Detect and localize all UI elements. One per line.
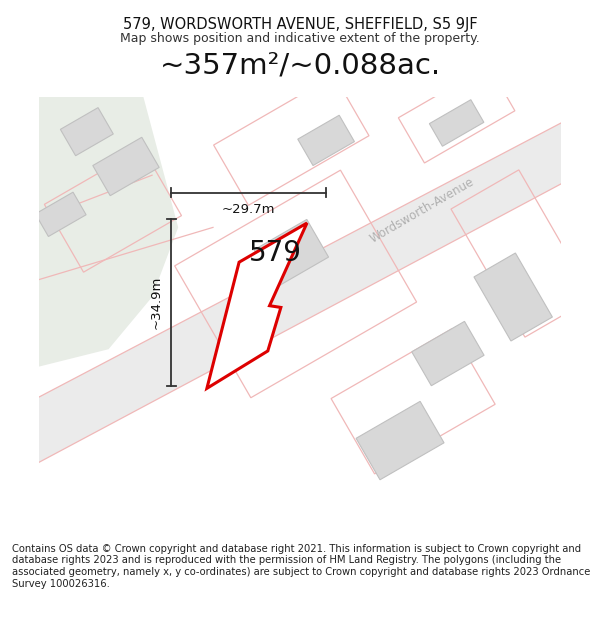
Text: ~34.9m: ~34.9m — [149, 276, 163, 329]
Polygon shape — [356, 401, 444, 480]
Polygon shape — [298, 115, 355, 166]
Text: 579: 579 — [249, 239, 302, 268]
Text: Wordsworth-Avenue: Wordsworth-Avenue — [367, 175, 476, 245]
Text: 579, WORDSWORTH AVENUE, SHEFFIELD, S5 9JF: 579, WORDSWORTH AVENUE, SHEFFIELD, S5 9J… — [122, 18, 478, 32]
Text: ~29.7m: ~29.7m — [222, 203, 275, 216]
Polygon shape — [61, 107, 113, 156]
Polygon shape — [35, 192, 86, 236]
Polygon shape — [430, 100, 484, 146]
Polygon shape — [39, 97, 178, 367]
Polygon shape — [474, 253, 553, 341]
Polygon shape — [412, 321, 484, 386]
Polygon shape — [93, 138, 159, 196]
Text: Map shows position and indicative extent of the property.: Map shows position and indicative extent… — [120, 32, 480, 45]
Text: Contains OS data © Crown copyright and database right 2021. This information is : Contains OS data © Crown copyright and d… — [12, 544, 590, 589]
Polygon shape — [39, 123, 561, 462]
Polygon shape — [254, 219, 329, 288]
Text: ~357m²/~0.088ac.: ~357m²/~0.088ac. — [160, 51, 440, 79]
Polygon shape — [207, 223, 307, 388]
